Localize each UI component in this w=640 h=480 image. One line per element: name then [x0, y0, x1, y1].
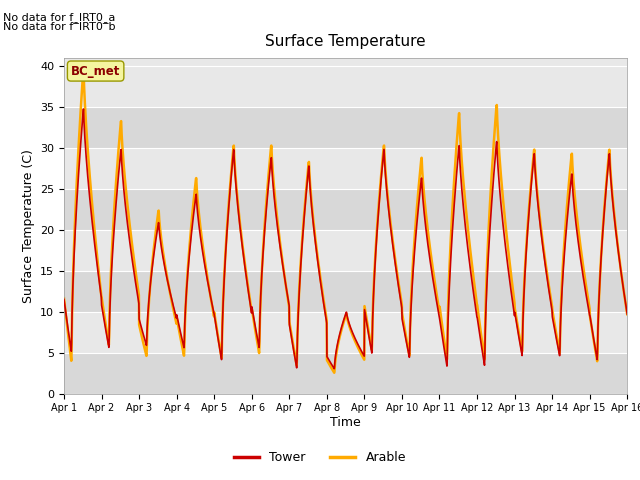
Tower [362, 318, 370, 324]
Arable [510, 294, 518, 300]
X-axis label: Time: Time [330, 416, 361, 429]
Tower [330, 366, 338, 372]
Arable [623, 312, 631, 317]
Bar [64, 230, 627, 271]
Bar [64, 107, 627, 148]
Tower [574, 237, 582, 242]
Tower [623, 311, 631, 317]
Bar [64, 312, 627, 353]
Line: Tower: Tower [64, 109, 627, 369]
Tower [80, 106, 88, 112]
Arable [362, 314, 370, 320]
Bar [64, 66, 627, 107]
Text: No data for f_IRT0_a: No data for f_IRT0_a [3, 12, 116, 23]
Arable [218, 353, 225, 359]
Arable [60, 295, 68, 301]
Tower [510, 307, 518, 313]
Line: Arable: Arable [64, 69, 627, 373]
Tower [60, 297, 68, 302]
Text: BC_met: BC_met [71, 64, 120, 78]
Bar [64, 353, 627, 394]
Legend: Tower, Arable: Tower, Arable [229, 446, 411, 469]
Arable [589, 336, 597, 342]
Text: No data for f¯IRT0¯b: No data for f¯IRT0¯b [3, 22, 116, 32]
Arable [80, 66, 88, 72]
Y-axis label: Surface Temperature (C): Surface Temperature (C) [22, 149, 35, 302]
Tower [218, 355, 225, 361]
Bar [64, 189, 627, 230]
Bar [64, 271, 627, 312]
Title: Surface Temperature: Surface Temperature [266, 35, 426, 49]
Bar [64, 148, 627, 189]
Arable [375, 204, 383, 209]
Tower [375, 208, 383, 214]
Arable [574, 223, 582, 228]
Tower [589, 336, 597, 341]
Arable [330, 370, 338, 376]
